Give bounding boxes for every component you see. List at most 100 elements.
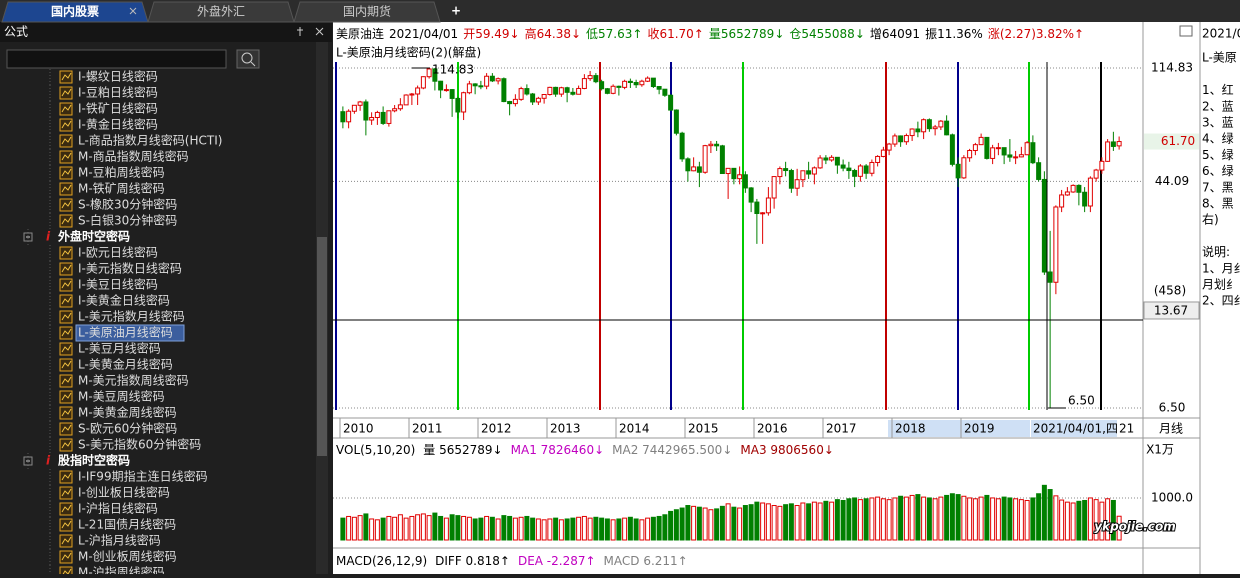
item-icon (59, 118, 73, 132)
item-label[interactable]: I-沪指日线密码 (78, 501, 158, 516)
item-icon (59, 310, 73, 324)
volume-bar (627, 516, 633, 541)
item-icon (59, 486, 73, 500)
candle-body (426, 68, 432, 78)
candle-body (742, 174, 748, 189)
add-tab[interactable]: + (451, 4, 461, 18)
item-icon (59, 502, 73, 516)
group-label[interactable]: 股指时空密码 (58, 453, 130, 468)
item-icon (59, 358, 73, 372)
header-field: MA1 7826460↓ (511, 443, 605, 457)
candle-body (955, 163, 961, 179)
item-icon (59, 70, 73, 84)
volume-bar (610, 519, 616, 541)
volume-bar (403, 517, 409, 541)
item-label[interactable]: M-豆粕周线密码 (78, 165, 165, 180)
close-icon[interactable] (315, 27, 324, 36)
candle-body (1070, 184, 1076, 193)
candle-body (518, 88, 524, 100)
tab-label[interactable]: 国内期货 (343, 4, 391, 19)
volume-bar (1087, 497, 1093, 541)
item-label[interactable]: L-沪指月线密码 (78, 533, 161, 548)
tab[interactable] (1, 1, 149, 23)
item-label[interactable]: I-创业板日线密码 (78, 485, 170, 500)
panel-toggle[interactable] (1179, 25, 1193, 37)
candle-body (794, 179, 800, 189)
item-label[interactable]: I-美豆日线密码 (78, 277, 158, 292)
item-label[interactable]: L-美豆月线密码 (78, 341, 161, 356)
candle-body (581, 78, 587, 89)
candle-body (811, 167, 817, 175)
sidebar-title: 公式 (4, 25, 28, 39)
item-label[interactable]: M-商品指数周线密码 (78, 149, 189, 164)
volume-bar (340, 517, 346, 541)
tab-label[interactable]: 外盘外汇 (197, 4, 245, 19)
item-icon (61, 376, 72, 385)
header-field: 低57.63↑ (586, 27, 642, 41)
crosshair-label: (458) (1154, 283, 1186, 297)
item-label[interactable]: M-美黄金周线密码 (78, 405, 177, 420)
item-label[interactable]: L-美原油月线密码 (78, 325, 173, 340)
item-label[interactable]: M-铁矿周线密码 (78, 181, 165, 196)
tab[interactable] (147, 1, 295, 23)
x-tick-label: 2012 (481, 422, 512, 436)
item-label[interactable]: I-欧元日线密码 (78, 245, 158, 260)
candle-body (932, 126, 938, 130)
item-label[interactable]: L-商品指数月线密码(HCTI) (78, 133, 222, 148)
item-label[interactable]: S-白银30分钟密码 (78, 213, 177, 228)
item-label[interactable]: M-创业板周线密码 (78, 549, 177, 564)
item-icon (59, 422, 73, 436)
item-label[interactable]: I-黄金日线密码 (78, 117, 158, 132)
item-label[interactable]: I-铁矿日线密码 (78, 101, 158, 116)
volume-bar (944, 494, 950, 541)
group-label[interactable]: 外盘时空密码 (58, 229, 130, 244)
item-icon (61, 440, 72, 449)
candle-body (438, 80, 444, 91)
candle-body (673, 109, 679, 134)
candle-body (702, 145, 708, 173)
search-button[interactable] (236, 49, 260, 69)
pin-icon[interactable] (297, 27, 303, 36)
volume-bar (777, 505, 783, 541)
candle-body (1093, 169, 1099, 179)
tab[interactable] (293, 1, 441, 23)
candle-body (633, 81, 639, 86)
item-label[interactable]: I-美黄金日线密码 (78, 293, 170, 308)
item-icon (61, 168, 72, 177)
item-label[interactable]: I-豆粕日线密码 (78, 85, 158, 100)
scrollbar-thumb[interactable] (317, 237, 327, 456)
right-panel-text: 右) (1202, 212, 1219, 227)
tab-label[interactable]: 国内股票 (51, 4, 99, 19)
item-label[interactable]: S-美元指数60分钟密码 (78, 437, 201, 452)
item-label[interactable]: I-螺纹日线密码 (78, 69, 158, 84)
candle-body (938, 120, 944, 128)
expander[interactable] (23, 232, 33, 242)
candle-body (363, 101, 369, 121)
volume-bar (616, 518, 622, 541)
candle-body (788, 170, 794, 189)
volume-bar (478, 517, 484, 541)
item-label[interactable]: M-美元指数周线密码 (78, 373, 189, 388)
tab-close[interactable] (129, 7, 137, 15)
item-label[interactable]: L-美黄金月线密码 (78, 357, 173, 372)
item-label[interactable]: S-橡胶30分钟密码 (78, 197, 177, 212)
item-icon (61, 136, 72, 145)
item-label[interactable]: L-美元指数月线密码 (78, 309, 185, 324)
expander[interactable] (23, 456, 33, 466)
item-label[interactable]: I-IF99期指主连日线密码 (78, 469, 208, 484)
item-label[interactable]: S-欧元60分钟密码 (78, 421, 177, 436)
low-label: 6.50 (1068, 394, 1095, 408)
volume-bar (369, 518, 375, 541)
item-label[interactable]: M-美豆周线密码 (78, 389, 165, 404)
candle-body (691, 166, 697, 172)
candle-body (484, 75, 490, 87)
volume-bar (691, 505, 697, 541)
candle-body (725, 167, 731, 175)
volume-bar (541, 519, 547, 541)
item-label[interactable]: I-美元指数日线密码 (78, 261, 182, 276)
item-label[interactable]: L-21国债月线密码 (78, 517, 176, 532)
candle-body (760, 212, 766, 215)
item-label[interactable]: M-沪指周线密码 (78, 565, 165, 578)
search-box[interactable] (6, 49, 227, 69)
